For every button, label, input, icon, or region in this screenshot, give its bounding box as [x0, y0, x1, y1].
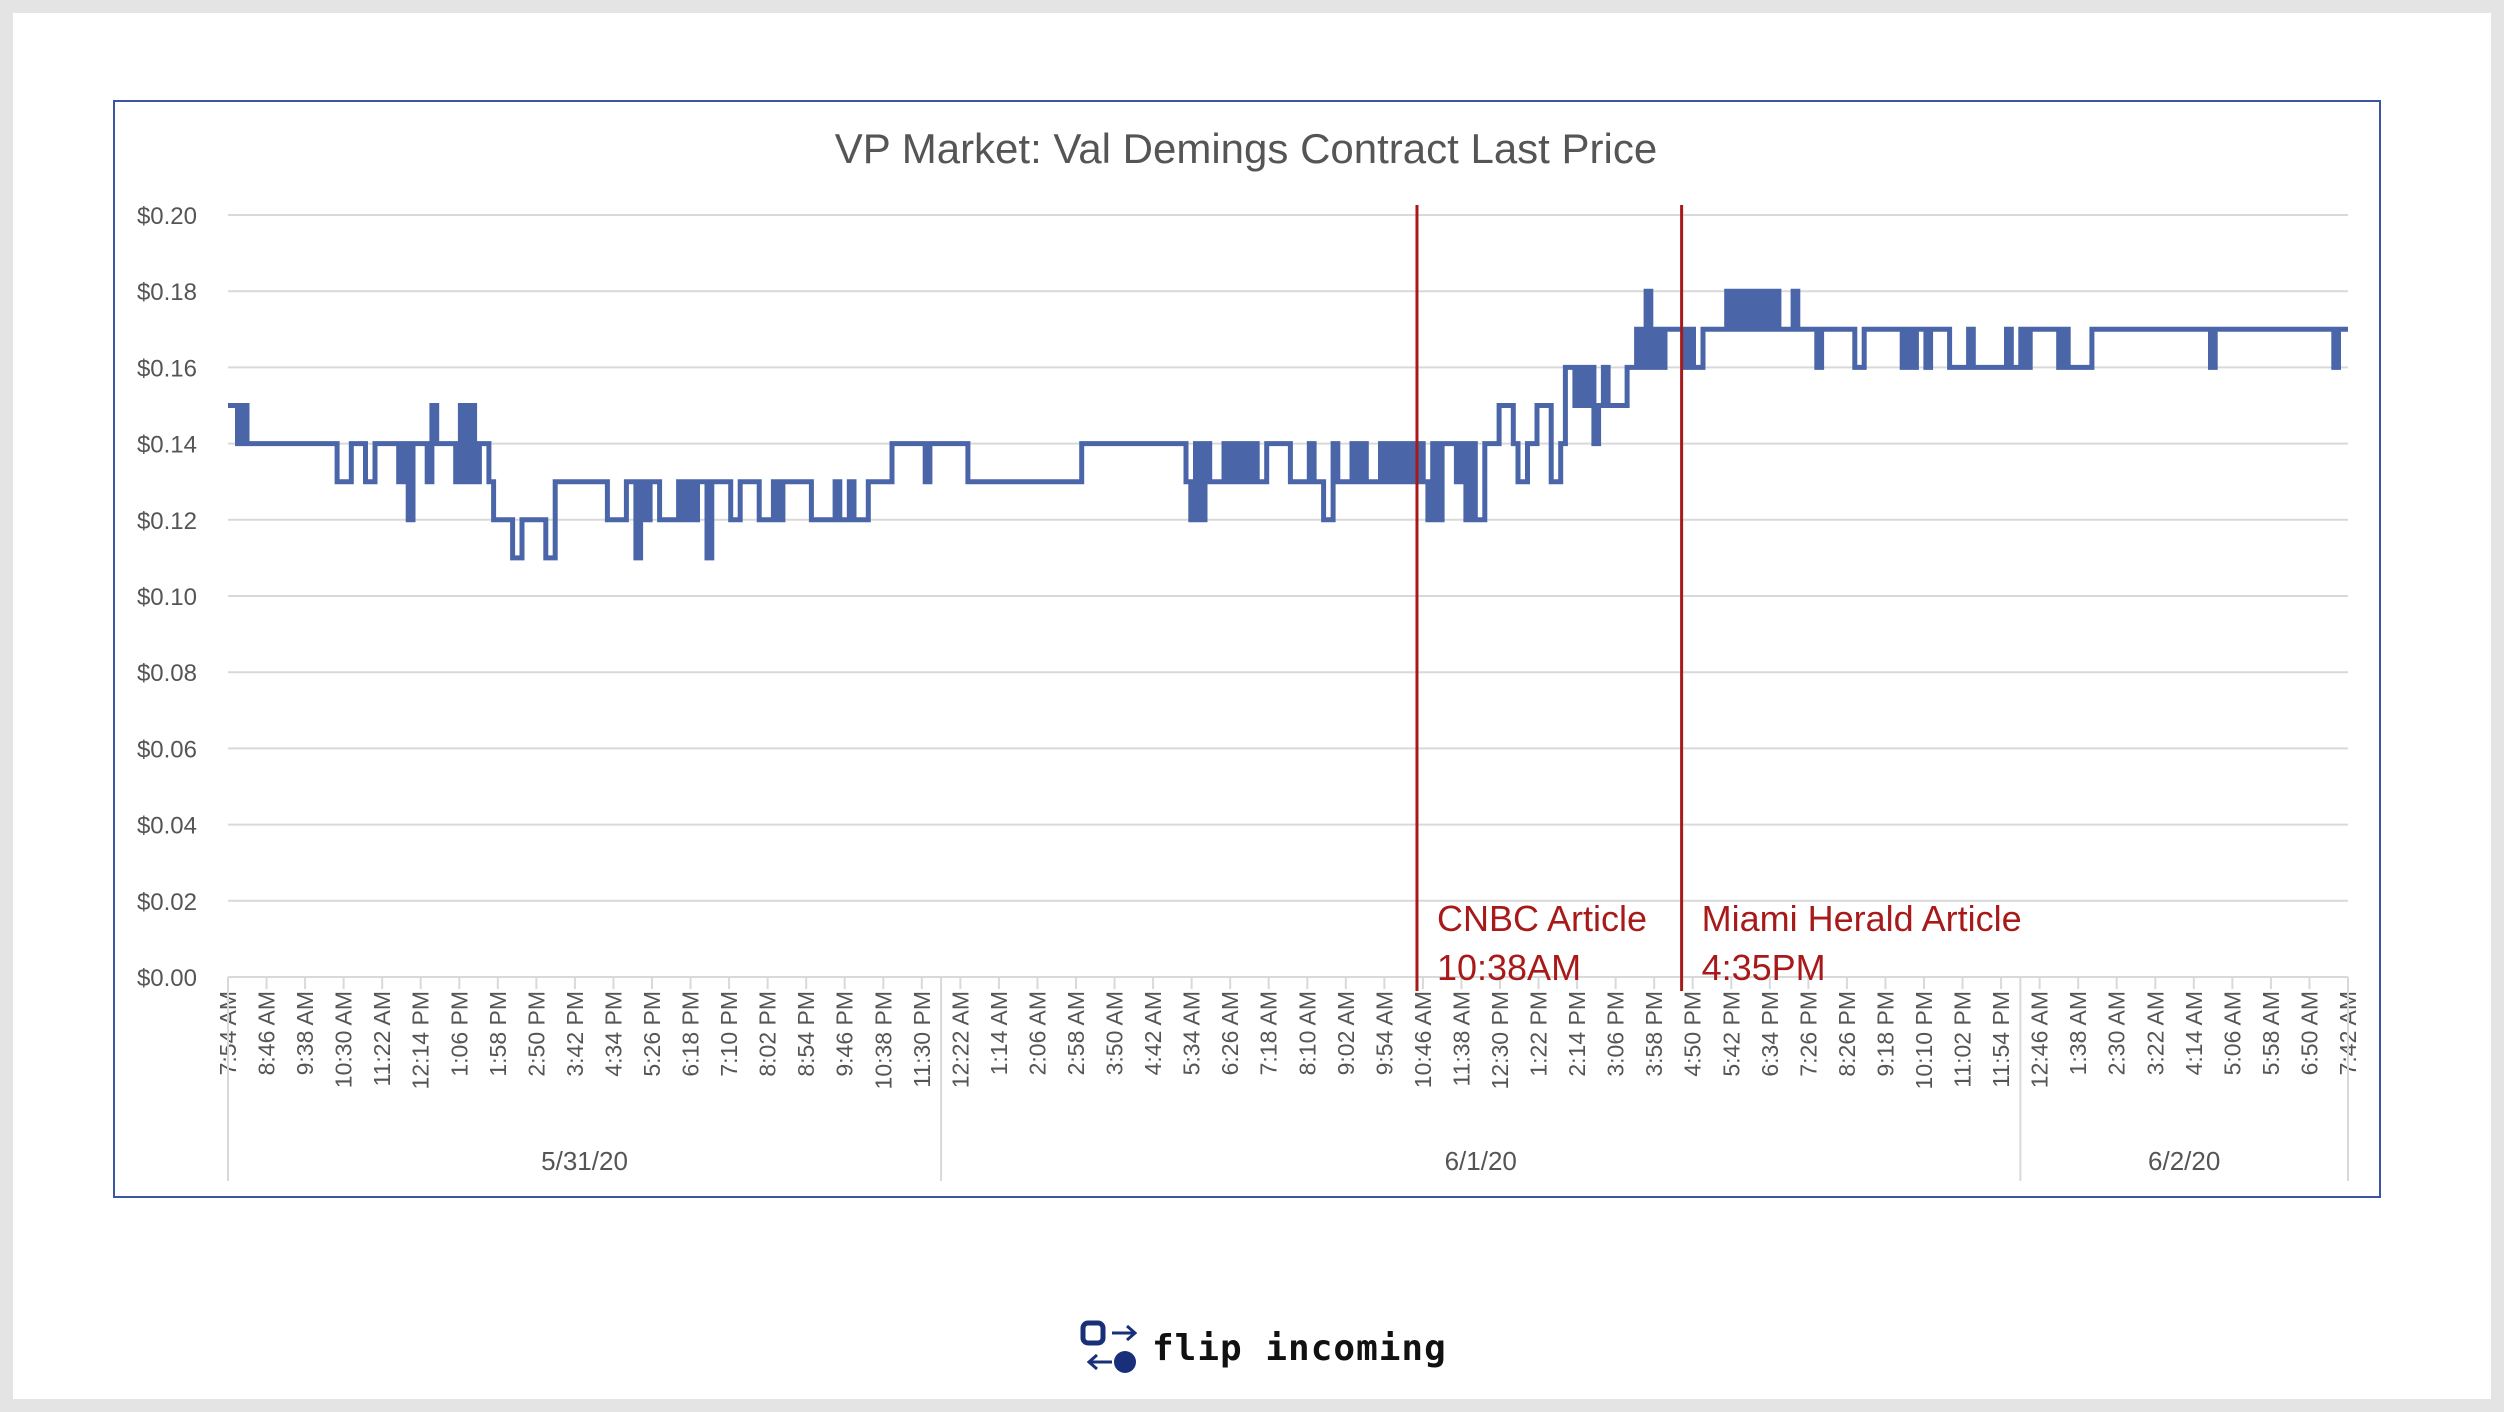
x-tick-label: 5:58 AM	[2258, 991, 2284, 1075]
x-tick-label: 12:30 PM	[1487, 991, 1513, 1089]
chart-frame	[113, 100, 2381, 1198]
x-tick-label: 9:18 PM	[1872, 991, 1898, 1077]
x-tick-label: 10:10 PM	[1911, 991, 1937, 1089]
chart: VP Market: Val Demings Contract Last Pri…	[113, 100, 2381, 1198]
annotation-label: 10:38AM	[1437, 947, 1581, 988]
x-tick-label: 5:34 AM	[1179, 991, 1205, 1075]
x-tick-label: 1:14 AM	[986, 991, 1012, 1075]
y-tick-label: $0.14	[137, 432, 197, 459]
x-tick-label: 10:38 PM	[870, 991, 896, 1089]
date-group-label: 5/31/20	[541, 1146, 628, 1176]
x-tick-label: 3:22 AM	[2142, 991, 2168, 1075]
y-tick-label: $0.00	[137, 965, 197, 992]
y-axis: $0.00 $0.02 $0.04 $0.06 $0.08 $0.10 $0.12 $0.14…	[137, 203, 197, 992]
x-tick-label: 12:46 AM	[2027, 991, 2053, 1088]
y-tick-label: $0.06	[137, 736, 197, 763]
x-tick-label: 6:26 AM	[1217, 991, 1243, 1075]
annotations: CNBC Article 10:38AM Miami Herald Article 4…	[1415, 205, 2022, 991]
x-tick-label: 11:54 PM	[1988, 991, 2014, 1088]
x-tick-label: 7:10 PM	[716, 991, 742, 1077]
x-tick-label: 7:26 PM	[1795, 991, 1821, 1077]
x-tick-label: 3:42 PM	[562, 991, 588, 1077]
y-tick-label: $0.20	[137, 203, 197, 230]
x-tick-label: 4:34 PM	[600, 991, 626, 1077]
x-tick-label: 3:50 AM	[1102, 991, 1128, 1075]
y-tick-label: $0.10	[137, 584, 197, 611]
x-tick-label: 8:02 PM	[755, 991, 781, 1077]
x-tick-label: 3:58 PM	[1641, 991, 1667, 1077]
page: VP Market: Val Demings Contract Last Pri…	[13, 13, 2491, 1399]
x-tick-label: 8:46 AM	[254, 991, 280, 1075]
y-tick-label: $0.18	[137, 279, 197, 306]
x-tick-label: 10:30 AM	[331, 991, 357, 1088]
x-tick-label: 2:30 AM	[2104, 991, 2130, 1075]
y-tick-label: $0.02	[137, 889, 197, 916]
x-tick-label: 11:30 PM	[909, 991, 935, 1088]
x-axis: 7:54 AM 8:46 AM 9:38 AM 10:30 AM 11:22 AM 12:…	[215, 976, 2361, 1181]
x-tick-label: 1:38 AM	[2065, 991, 2091, 1075]
x-tick-label: 2:06 AM	[1024, 991, 1050, 1075]
x-tick-label: 9:54 AM	[1371, 991, 1397, 1075]
x-tick-label: 7:18 AM	[1256, 991, 1282, 1075]
x-tick-label: 11:22 AM	[369, 991, 395, 1086]
plot-area	[228, 288, 2348, 561]
chart-title: VP Market: Val Demings Contract Last Pri…	[835, 125, 1657, 172]
x-tick-label: 5:26 PM	[639, 991, 665, 1077]
x-tick-label: 10:46 AM	[1410, 991, 1436, 1088]
x-tick-label: 9:46 PM	[832, 991, 858, 1077]
series-line	[228, 288, 2348, 561]
date-group-label: 6/1/20	[1445, 1146, 1517, 1176]
x-tick-label: 8:54 PM	[793, 991, 819, 1077]
flip-incoming-logo-icon	[1080, 1320, 1138, 1373]
x-tick-label: 6:50 AM	[2296, 991, 2322, 1075]
x-tick-label: 4:50 PM	[1680, 991, 1706, 1077]
x-tick-label: 9:38 AM	[292, 991, 318, 1075]
date-group-label: 6/2/20	[2148, 1146, 2220, 1176]
x-tick-label: 11:38 AM	[1448, 991, 1474, 1086]
x-tick-label: 2:50 PM	[523, 991, 549, 1077]
x-tick-label: 8:10 AM	[1294, 991, 1320, 1075]
x-tick-label: 9:02 AM	[1333, 991, 1359, 1075]
x-tick-label: 6:34 PM	[1757, 991, 1783, 1077]
x-tick-label: 4:42 AM	[1140, 991, 1166, 1075]
x-tick-label: 5:42 PM	[1718, 991, 1744, 1077]
x-tick-label: 2:58 AM	[1063, 991, 1089, 1075]
x-tick-label: 1:06 PM	[446, 991, 472, 1077]
x-tick-label: 12:22 AM	[947, 991, 973, 1088]
x-tick-label: 4:14 AM	[2181, 991, 2207, 1075]
y-tick-label: $0.16	[137, 355, 197, 382]
brand-name: flip incoming	[1152, 1327, 1447, 1369]
brand-footer: flip incoming	[1080, 1318, 1447, 1378]
x-tick-label: 1:22 PM	[1526, 991, 1552, 1077]
y-tick-label: $0.12	[137, 508, 197, 535]
x-tick-label: 3:06 PM	[1603, 991, 1629, 1077]
y-tick-label: $0.04	[137, 813, 197, 840]
x-tick-label: 2:14 PM	[1564, 991, 1590, 1077]
x-tick-label: 1:58 PM	[485, 991, 511, 1077]
annotation-label: CNBC Article	[1437, 898, 1647, 939]
x-tick-label: 8:26 PM	[1834, 991, 1860, 1077]
y-tick-label: $0.08	[137, 660, 197, 687]
x-tick-label: 5:06 AM	[2219, 991, 2245, 1075]
x-tick-label: 11:02 PM	[1950, 991, 1976, 1088]
x-tick-label: 6:18 PM	[678, 991, 704, 1077]
annotation-label: 4:35PM	[1702, 947, 1826, 988]
x-tick-label: 12:14 PM	[408, 991, 434, 1089]
annotation-label: Miami Herald Article	[1702, 898, 2022, 939]
